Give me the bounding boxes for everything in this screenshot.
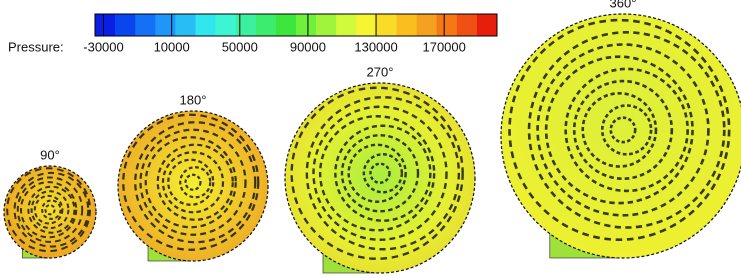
vector-plot <box>501 14 741 258</box>
vector-plot <box>4 166 96 258</box>
colorbar-segment <box>155 14 175 36</box>
panel-label: 360° <box>610 0 637 10</box>
colorbar: -30000 10000 50000 90000 130000 170000 <box>83 14 497 54</box>
colorbar-segment <box>135 14 155 36</box>
colorbar-segment <box>276 14 296 36</box>
panel-label: 180° <box>180 92 207 107</box>
vector-plot <box>118 111 268 261</box>
colorbar-segment <box>397 14 417 36</box>
colorbar-segment <box>356 14 376 36</box>
colorbar-segment <box>316 14 336 36</box>
panel-label: 90° <box>40 147 60 162</box>
colorbar-segment <box>417 14 437 36</box>
colorbar-tick-label: 10000 <box>154 39 190 54</box>
panel-label: 270° <box>367 64 394 79</box>
colorbar-segment <box>115 14 135 36</box>
colorbar-segment <box>296 14 316 36</box>
colorbar-label: Pressure: <box>8 39 64 54</box>
colorbar-tick-label: 130000 <box>354 39 397 54</box>
colorbar-segment <box>95 14 115 36</box>
colorbar-segment <box>336 14 356 36</box>
colorbar-segment <box>216 14 236 36</box>
colorbar-segment <box>236 14 256 36</box>
colorbar-segment <box>256 14 276 36</box>
colorbar-segment <box>437 14 457 36</box>
colorbar-segment <box>457 14 477 36</box>
colorbar-tick-label: 90000 <box>290 39 326 54</box>
figure: Pressure: -30000 10000 50000 90000 130000 170… <box>0 0 741 278</box>
colorbar-segment <box>477 14 497 36</box>
colorbar-tick-label: 50000 <box>222 39 258 54</box>
vector-plot <box>285 83 475 273</box>
colorbar-tick-label: -30000 <box>83 39 123 54</box>
colorbar-segment <box>196 14 216 36</box>
colorbar-segment <box>376 14 396 36</box>
colorbar-tick-label: 170000 <box>422 39 465 54</box>
colorbar-segment <box>175 14 195 36</box>
